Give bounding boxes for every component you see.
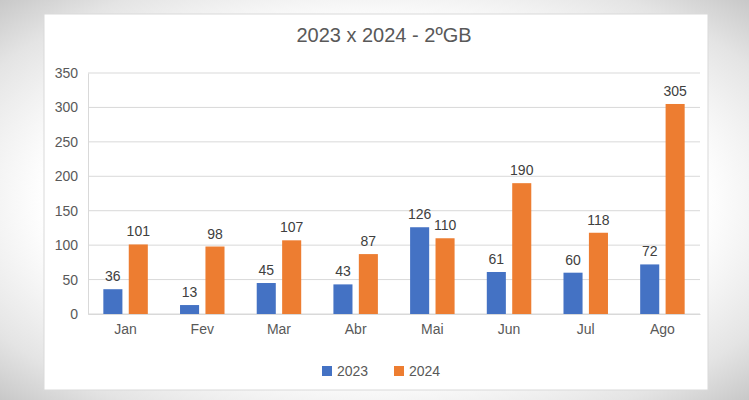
data-label: 190 (510, 162, 534, 178)
title: 2023 x 2024 - 2ºGB (296, 24, 471, 46)
y-tick: 200 (55, 168, 88, 184)
legend-label: 2024 (409, 363, 440, 379)
data-labels: 36 13 45 43 126 61 60 72 101 98 107 87 110 190 118 305 (105, 83, 687, 300)
grid-line (88, 176, 700, 177)
y-tick: 0 (70, 306, 88, 322)
y-tick-label: 350 (55, 65, 79, 81)
bar (282, 240, 301, 314)
y-tick: 50 (62, 272, 88, 288)
y-tick: 250 (55, 134, 88, 150)
y-tick-label: 250 (55, 134, 79, 150)
y-axis: 0 50 100 150 200 250 300 350 (55, 65, 89, 322)
grid-line (88, 73, 700, 74)
y-tick: 100 (55, 237, 88, 253)
bar (359, 254, 378, 314)
x-tick-label: Mai (421, 321, 444, 337)
x-tick-label: Jan (114, 321, 137, 337)
x-tick: Jun (498, 321, 521, 337)
grid-line (88, 141, 700, 142)
y-tick-label: 0 (70, 306, 78, 322)
x-tick-label: Jul (577, 321, 595, 337)
data-label: 60 (565, 252, 581, 268)
y-tick: 150 (55, 203, 88, 219)
bar (487, 272, 506, 314)
bar (640, 264, 659, 314)
x-axis-line (89, 314, 701, 315)
chart: 2023 x 2024 - 2ºGB 0 50 100 150 200 250 300 350 3… (0, 0, 749, 400)
x-tick-label: Jun (498, 321, 521, 337)
data-label: 87 (361, 233, 377, 249)
legend-swatch (394, 366, 404, 376)
data-label: 98 (207, 226, 223, 242)
bar (410, 227, 429, 314)
bar (205, 247, 224, 314)
data-label: 43 (335, 263, 351, 279)
x-tick: Jan (114, 321, 137, 337)
x-axis: Jan Fev Mar Abr Mai Jun Jul Ago (89, 315, 701, 337)
x-tick: Abr (345, 321, 367, 337)
data-label: 118 (587, 212, 610, 228)
y-tick-label: 200 (55, 168, 79, 184)
bar (436, 238, 455, 314)
x-tick: Mai (421, 321, 444, 337)
y-axis-line (88, 74, 89, 315)
bar (129, 244, 148, 314)
grid-line (88, 245, 700, 246)
grid-line (88, 314, 700, 315)
y-tick-label: 50 (62, 272, 78, 288)
bars (103, 104, 684, 314)
data-label: 13 (182, 284, 198, 300)
data-label: 126 (408, 206, 432, 222)
x-tick: Ago (650, 321, 675, 337)
x-tick: Mar (267, 321, 291, 337)
data-label: 45 (258, 262, 274, 278)
y-tick: 300 (55, 99, 88, 115)
grid (88, 73, 700, 314)
bar (180, 305, 199, 314)
legend: 2023 2024 (322, 363, 440, 379)
y-tick-label: 300 (55, 99, 79, 115)
x-tick: Fev (191, 321, 214, 337)
data-label: 107 (280, 219, 304, 235)
x-tick-label: Fev (191, 321, 214, 337)
data-label: 305 (663, 83, 687, 99)
chart-panel (44, 14, 708, 390)
data-label: 61 (489, 251, 505, 267)
legend-swatch (322, 366, 332, 376)
data-label: 110 (434, 217, 457, 233)
bar (257, 283, 276, 314)
bar (103, 289, 122, 314)
data-label: 36 (105, 268, 121, 284)
bar (563, 273, 582, 314)
grid-line (88, 107, 700, 108)
x-tick-label: Abr (345, 321, 367, 337)
bar (666, 104, 685, 314)
data-label: 101 (127, 223, 151, 239)
bar (589, 233, 608, 314)
x-tick-label: Ago (650, 321, 675, 337)
y-tick: 350 (55, 65, 88, 81)
bar (333, 284, 352, 314)
y-tick-label: 150 (55, 203, 79, 219)
legend-label: 2023 (337, 363, 368, 379)
bar (512, 183, 531, 314)
y-tick-label: 100 (55, 237, 79, 253)
grid-line (88, 279, 700, 280)
x-tick: Jul (577, 321, 595, 337)
x-tick-label: Mar (267, 321, 291, 337)
data-label: 72 (642, 243, 658, 259)
